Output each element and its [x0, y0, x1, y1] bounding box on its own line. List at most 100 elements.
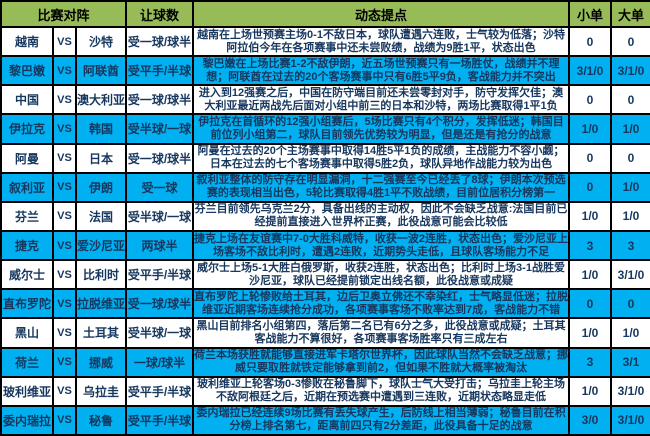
header-small-bet: 小单	[568, 0, 613, 28]
handicap-value: 受平手/半球	[125, 375, 195, 407]
away-team: 韩国	[74, 113, 128, 145]
vs-label: VS	[52, 200, 77, 232]
handicap-value: 受一球/球半	[125, 288, 195, 320]
away-team: 伊朗	[74, 171, 128, 203]
dynamic-tip-text: 越南在上场世预赛主场0-1不敌日本，球队遭遇六连败，士气较为低落；沙特阿拉伯今年…	[192, 25, 571, 58]
dynamic-tip-text: 芬兰目前领先乌克兰2分，具备出线的主动权，因此不会缺乏战意:法国目前已经提前直接…	[192, 200, 571, 232]
handicap-value: 受半球/一球	[125, 200, 195, 232]
home-team: 伊拉克	[0, 113, 54, 145]
away-team: 日本	[74, 142, 128, 174]
big-bet-value: 3/1/0	[610, 55, 650, 87]
big-bet-value: 3/1/0	[610, 259, 650, 291]
big-bet-value: 0	[610, 142, 650, 174]
table-row: 捷克 VS 爱沙尼亚 两球半 捷克上场在友谊赛中7-0大胜科威特，收获一波2连胜…	[0, 229, 650, 262]
away-team: 阿联酋	[74, 55, 128, 87]
small-bet-value: 0	[568, 25, 613, 58]
home-team: 荷兰	[0, 346, 54, 378]
handicap-value: 受一球	[125, 171, 195, 203]
home-team: 委内瑞拉	[0, 404, 54, 436]
big-bet-value: 1/0	[610, 113, 650, 145]
small-bet-value: 3/0	[568, 404, 613, 436]
away-team: 沙特	[74, 25, 128, 58]
big-bet-value: 3/1/0	[610, 375, 650, 407]
big-bet-value: 3/1/0	[610, 404, 650, 436]
vs-label: VS	[52, 375, 77, 407]
home-team: 芬兰	[0, 200, 54, 232]
dynamic-tip-text: 捷克上场在友谊赛中7-0大胜科威特，收获一波2连胜，状态出色；爱沙尼亚上场客场不…	[192, 229, 571, 262]
home-team: 直布罗陀	[0, 288, 54, 320]
small-bet-value: 0	[568, 142, 613, 174]
vs-label: VS	[52, 142, 77, 174]
vs-label: VS	[52, 259, 77, 291]
small-bet-value: 1/0	[568, 259, 613, 291]
dynamic-tip-text: 玻利维亚上轮客场0-3惨败在秘鲁脚下，球队士气大受打击；乌拉圭上轮主场不敌阿根廷…	[192, 375, 571, 407]
handicap-value: 一球/球半	[125, 346, 195, 378]
vs-label: VS	[52, 55, 77, 87]
small-bet-value: 0	[568, 288, 613, 320]
home-team: 阿曼	[0, 142, 54, 174]
table-row: 黑山 VS 土耳其 受半球/一球 黑山目前排名小组第四，落后第二名已有6分之多，…	[0, 317, 650, 349]
vs-label: VS	[52, 288, 77, 320]
away-team: 比利时	[74, 259, 128, 291]
away-team: 挪威	[74, 346, 128, 378]
big-bet-value: 0	[610, 288, 650, 320]
away-team: 秘鲁	[74, 404, 128, 436]
header-big-bet: 大单	[610, 0, 650, 28]
table-row: 伊拉克 VS 韩国 受半球/一球 伊拉克在首循环的12强小组赛后，5场比赛只有4…	[0, 113, 650, 145]
vs-label: VS	[52, 84, 77, 116]
home-team: 威尔士	[0, 259, 54, 291]
home-team: 叙利亚	[0, 171, 54, 203]
away-team: 乌拉圭	[74, 375, 128, 407]
dynamic-tip-text: 威尔士上场5-1大胜白俄罗斯，收获2连胜，状态出色；比利时上场3-1战胜爱沙尼亚…	[192, 259, 571, 291]
dynamic-tip-text: 黎巴嫩在上场比赛1-2不敌伊朗，近五场世预赛只有一场胜仗，战绩并不理想；阿联酋在…	[192, 55, 571, 87]
vs-label: VS	[52, 171, 77, 203]
dynamic-tip-text: 委内瑞拉已经连续9场比赛有丢失球产生，后防线上相当薄弱；秘鲁目前在积分榜上排名第…	[192, 404, 571, 436]
handicap-value: 受一球/球半	[125, 142, 195, 174]
big-bet-value: 3	[610, 229, 650, 262]
handicap-value: 两球半	[125, 229, 195, 262]
table-row: 玻利维亚 VS 乌拉圭 受平手/半球 玻利维亚上轮客场0-3惨败在秘鲁脚下，球队…	[0, 375, 650, 407]
handicap-value: 受一球/球半	[125, 25, 195, 58]
vs-label: VS	[52, 404, 77, 436]
handicap-value: 受一球/球半	[125, 84, 195, 116]
home-team: 越南	[0, 25, 54, 58]
handicap-value: 受半球/一球	[125, 317, 195, 349]
small-bet-value: 0	[568, 171, 613, 203]
away-team: 法国	[74, 200, 128, 232]
small-bet-value: 3	[568, 346, 613, 378]
handicap-value: 受平手/半球	[125, 55, 195, 87]
handicap-value: 受半球/一球	[125, 113, 195, 145]
table-row: 越南 VS 沙特 受一球/球半 越南在上场世预赛主场0-1不敌日本，球队遭遇六连…	[0, 25, 650, 58]
big-bet-value: 3/1	[610, 346, 650, 378]
table-row: 叙利亚 VS 伊朗 受一球 叙利亚整体的防守存在明显漏洞，十二强赛至今已经丢了8…	[0, 171, 650, 203]
table-row: 中国 VS 澳大利亚 受一球/球半 进入到12强赛之后，中国在防守端目前还未尝零…	[0, 84, 650, 116]
dynamic-tip-text: 阿曼在过去的20个主场赛事中取得14胜5平1负的成绩，主战能力不容小觑；日本在过…	[192, 142, 571, 174]
dynamic-tip-text: 黑山目前排名小组第四，落后第二名已有6分之多，此役战意或成疑；土耳其客战能力不算…	[192, 317, 571, 349]
vs-label: VS	[52, 113, 77, 145]
table-row: 芬兰 VS 法国 受半球/一球 芬兰目前领先乌克兰2分，具备出线的主动权，因此不…	[0, 200, 650, 232]
vs-label: VS	[52, 317, 77, 349]
table-body: 越南 VS 沙特 受一球/球半 越南在上场世预赛主场0-1不敌日本，球队遭遇六连…	[0, 25, 650, 436]
small-bet-value: 0	[568, 84, 613, 116]
table-row: 直布罗陀 VS 拉脱维亚 受一球/球半 直布罗陀上轮惨败给土耳其，边后卫奥立佛还…	[0, 288, 650, 320]
dynamic-tip-text: 伊拉克在首循环的12强小组赛后，5场比赛只有4个积分，发挥低迷；韩国目前位列小组…	[192, 113, 571, 145]
vs-label: VS	[52, 229, 77, 262]
table-header: 比赛对阵 让球数 动态提点 小单 大单	[0, 0, 650, 28]
table-row: 黎巴嫩 VS 阿联酋 受平手/半球 黎巴嫩在上场比赛1-2不敌伊朗，近五场世预赛…	[0, 55, 650, 87]
big-bet-value: 0	[610, 25, 650, 58]
big-bet-value: 1/0	[610, 171, 650, 203]
home-team: 黎巴嫩	[0, 55, 54, 87]
home-team: 中国	[0, 84, 54, 116]
handicap-value: 受平手/半球	[125, 404, 195, 436]
header-handicap: 让球数	[125, 0, 195, 28]
home-team: 玻利维亚	[0, 375, 54, 407]
small-bet-value: 1/0	[568, 317, 613, 349]
small-bet-value: 3	[568, 229, 613, 262]
table-row: 委内瑞拉 VS 秘鲁 受平手/半球 委内瑞拉已经连续9场比赛有丢失球产生，后防线…	[0, 404, 650, 436]
dynamic-tip-text: 荷兰本场获胜就能够直接进军卡塔尔世界杯，因此球队当然不会缺乏战意；挪威只要取胜就…	[192, 346, 571, 378]
dynamic-tip-text: 直布罗陀上轮惨败给土耳其，边后卫奥立佛还不幸染红，士气略显低迷；拉脱维亚近期客场…	[192, 288, 571, 320]
vs-label: VS	[52, 25, 77, 58]
table-row: 阿曼 VS 日本 受一球/球半 阿曼在过去的20个主场赛事中取得14胜5平1负的…	[0, 142, 650, 174]
